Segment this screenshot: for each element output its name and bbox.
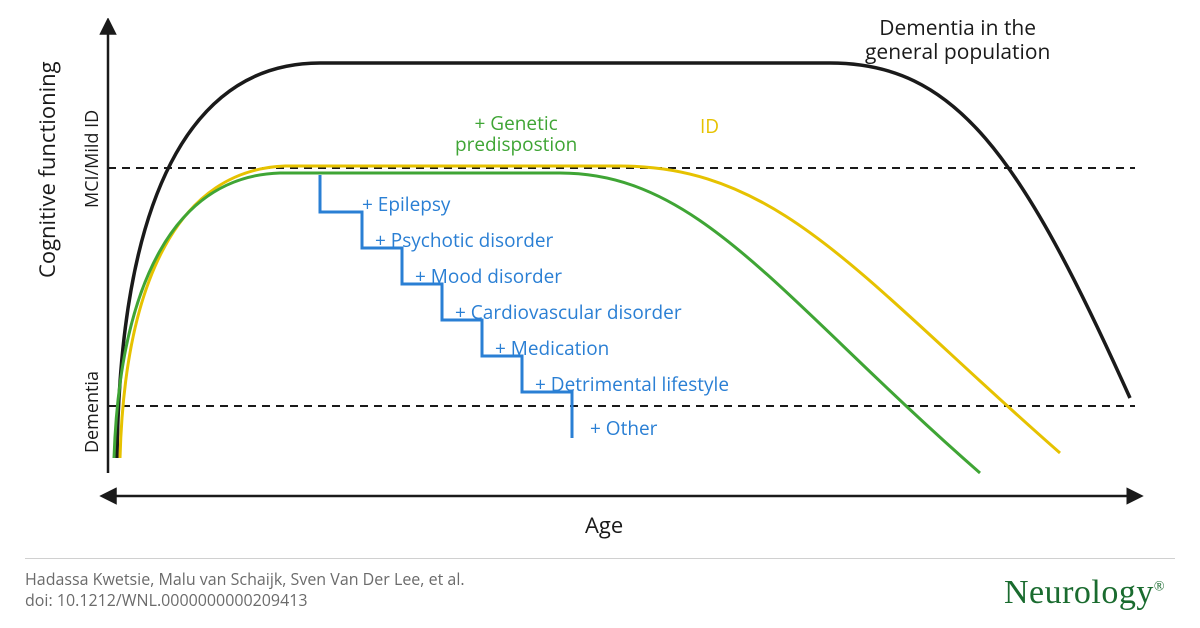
label-id: ID	[700, 116, 719, 137]
citation-authors: Hadassa Kwetsie, Malu van Schaijk, Sven …	[25, 568, 465, 590]
risk-factor-2: + Mood disorder	[415, 263, 562, 289]
chart-svg	[60, 18, 1150, 538]
risk-factor-5: + Detrimental lifestyle	[535, 371, 729, 397]
risk-factor-0: + Epilepsy	[362, 191, 450, 217]
curve-general-population	[117, 63, 1130, 458]
risk-factor-6: + Other	[590, 415, 657, 441]
y-axis-label: Cognitive functioning	[32, 61, 62, 278]
risk-factor-1: + Psychotic disorder	[375, 227, 553, 253]
label-genetic-line2: predispostion	[455, 131, 577, 157]
y-tick-mci: MCI/Mild ID	[80, 110, 104, 208]
risk-factor-4: + Medication	[495, 335, 609, 361]
citation-doi: doi: 10.1212/WNL.0000000000209413	[25, 589, 308, 611]
label-general-population: Dementia in the general population	[865, 16, 1050, 64]
x-axis-label: Age	[585, 510, 623, 540]
citation: Hadassa Kwetsie, Malu van Schaijk, Sven …	[25, 569, 465, 612]
chart-area: Cognitive functioning Age MCI/Mild ID De…	[60, 18, 1150, 538]
journal-logo: Neurology®	[1004, 574, 1175, 612]
label-genetic: + Genetic predispostion	[455, 113, 577, 155]
y-tick-dementia: Dementia	[80, 371, 104, 453]
registered-icon: ®	[1154, 580, 1165, 595]
risk-factor-3: + Cardiovascular disorder	[455, 299, 682, 325]
journal-name: Neurology	[1004, 574, 1154, 611]
label-general-population-line2: general population	[865, 38, 1050, 66]
footer: Hadassa Kwetsie, Malu van Schaijk, Sven …	[25, 558, 1175, 612]
